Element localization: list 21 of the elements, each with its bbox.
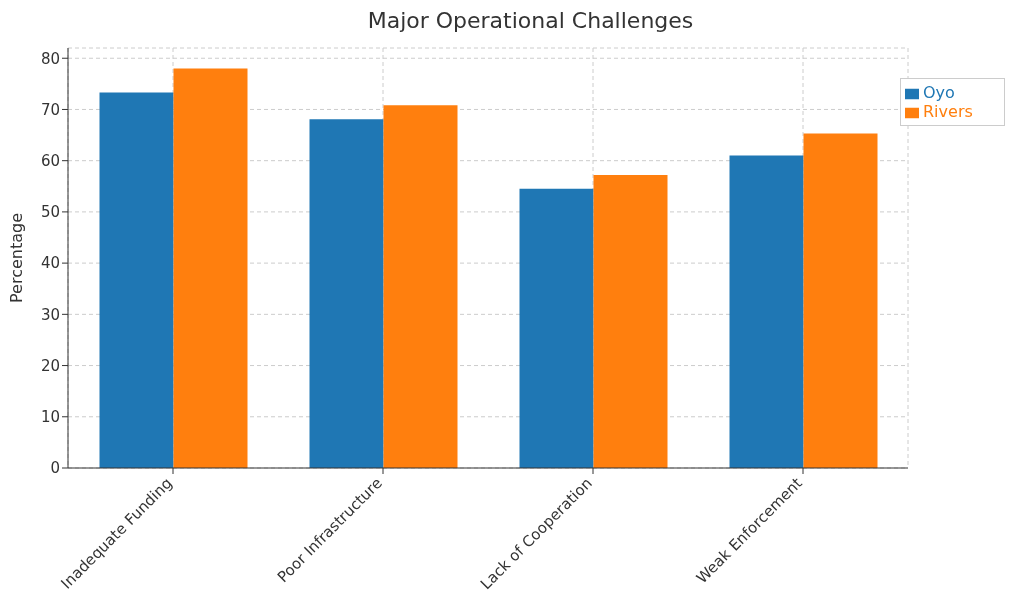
bar xyxy=(729,155,804,468)
bar xyxy=(99,92,174,468)
y-tick-label: 0 xyxy=(50,459,60,478)
y-tick-label: 70 xyxy=(40,100,60,119)
y-axis-title: Percentage xyxy=(6,212,26,304)
bar xyxy=(173,68,248,468)
y-tick-label: 30 xyxy=(40,305,60,324)
y-tick-label: 10 xyxy=(40,408,60,427)
y-tick-label: 40 xyxy=(40,254,60,273)
y-tick-label: 80 xyxy=(40,49,60,68)
y-tick-label: 20 xyxy=(40,356,60,375)
bar xyxy=(803,133,878,468)
bar xyxy=(519,188,594,468)
y-tick-label: 50 xyxy=(40,203,60,222)
bar xyxy=(383,105,458,468)
legend-label: Oyo xyxy=(923,83,955,102)
y-tick-label: 60 xyxy=(40,152,60,171)
bar xyxy=(309,119,384,468)
chart-title: Major Operational Challenges xyxy=(366,8,695,35)
legend-label: Rivers xyxy=(923,102,973,121)
bar xyxy=(593,175,668,468)
